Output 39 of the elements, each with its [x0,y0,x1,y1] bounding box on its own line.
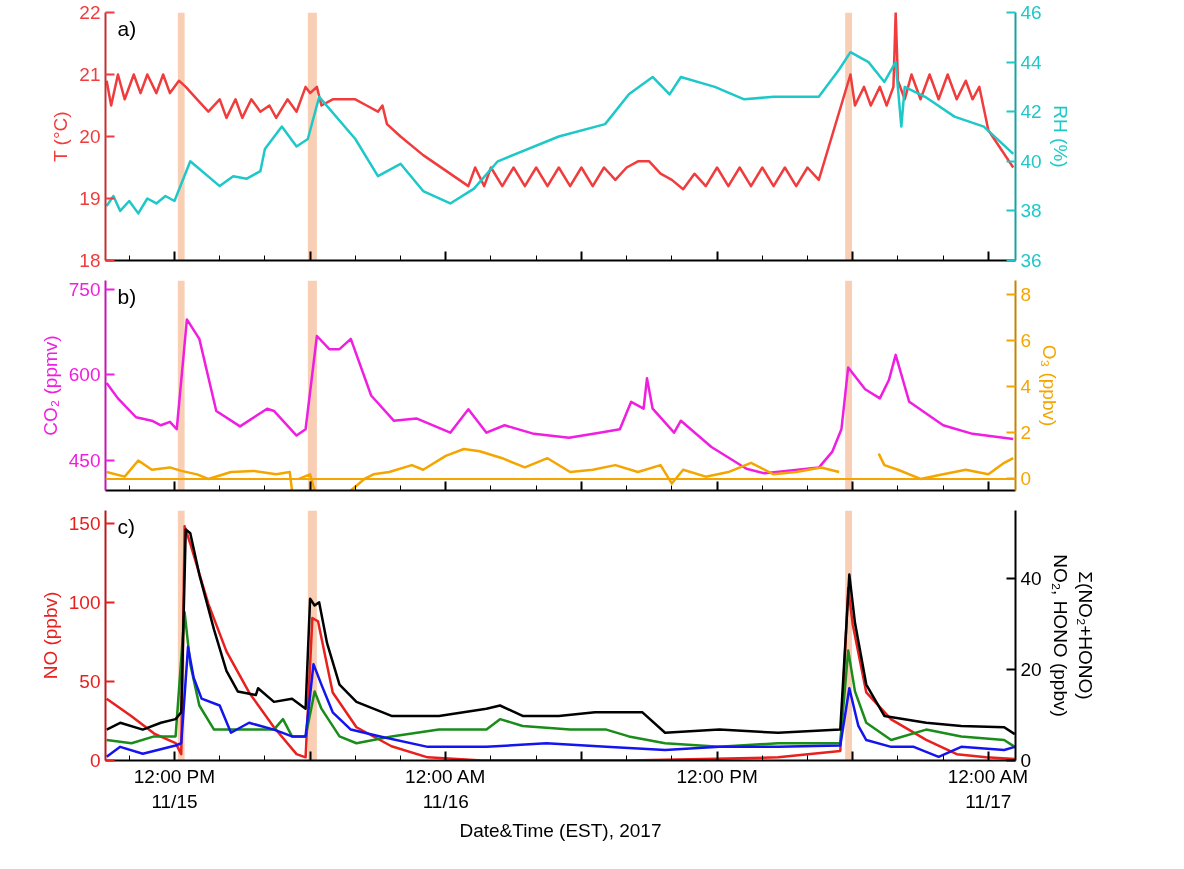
y2-tick-label: 0 [1020,750,1032,771]
annotation: c) [117,514,135,538]
y2-tick-label: 46 [1020,2,1042,23]
x-tick-label: 12:00 AM 11/16 [405,765,486,812]
y2-tick-label: 8 [1020,283,1032,305]
y2-tick-label: 40 [1020,150,1042,172]
y-axis-title: NO (ppbv) [39,591,61,680]
y2-tick-label: 2 [1020,422,1032,444]
y-axis-title: T (°C) [50,111,72,162]
annotation: b) [117,284,137,308]
y2-tick-label: 36 [1020,250,1042,271]
y2-tick-label: 40 [1020,568,1042,590]
y2-tick-label: 4 [1020,376,1032,398]
y-tick-label: 600 [68,364,101,386]
y2-axis-title: O₃ (ppbv) [1039,344,1061,427]
y2-tick-label: 20 [1020,659,1042,681]
y2-tick-label: 0 [1020,468,1032,490]
x-tick-label: 12:00 PM 11/15 [133,765,216,812]
y-tick-label: 450 [68,450,101,472]
y2-tick-label: 6 [1020,330,1032,351]
y-tick-label: 21 [79,64,101,85]
y2-axis-title: Σ(NO₂+HONO) NO₂, HONO (ppbv) [1049,554,1096,717]
y-tick-label: 0 [89,750,101,771]
y2-tick-label: 42 [1020,101,1042,123]
y-tick-label: 20 [79,126,101,147]
y2-axis-title: RH (%) [1049,105,1071,168]
y2-tick-label: 38 [1020,200,1042,222]
y-tick-label: 22 [79,2,101,23]
annotation: a) [117,16,137,40]
x-tick-label: 12:00 PM [676,765,758,787]
y-axis-title: CO₂ (ppmv) [39,335,61,436]
y-tick-label: 50 [79,670,101,692]
y-tick-label: 19 [79,188,101,209]
y-tick-label: 150 [68,512,101,534]
y2-tick-label: 44 [1020,51,1043,73]
y-tick-label: 750 [68,278,101,300]
x-axis-title: Date&Time (EST), 2017 [459,819,662,841]
y-tick-label: 18 [79,250,101,271]
y-tick-label: 100 [68,591,101,613]
